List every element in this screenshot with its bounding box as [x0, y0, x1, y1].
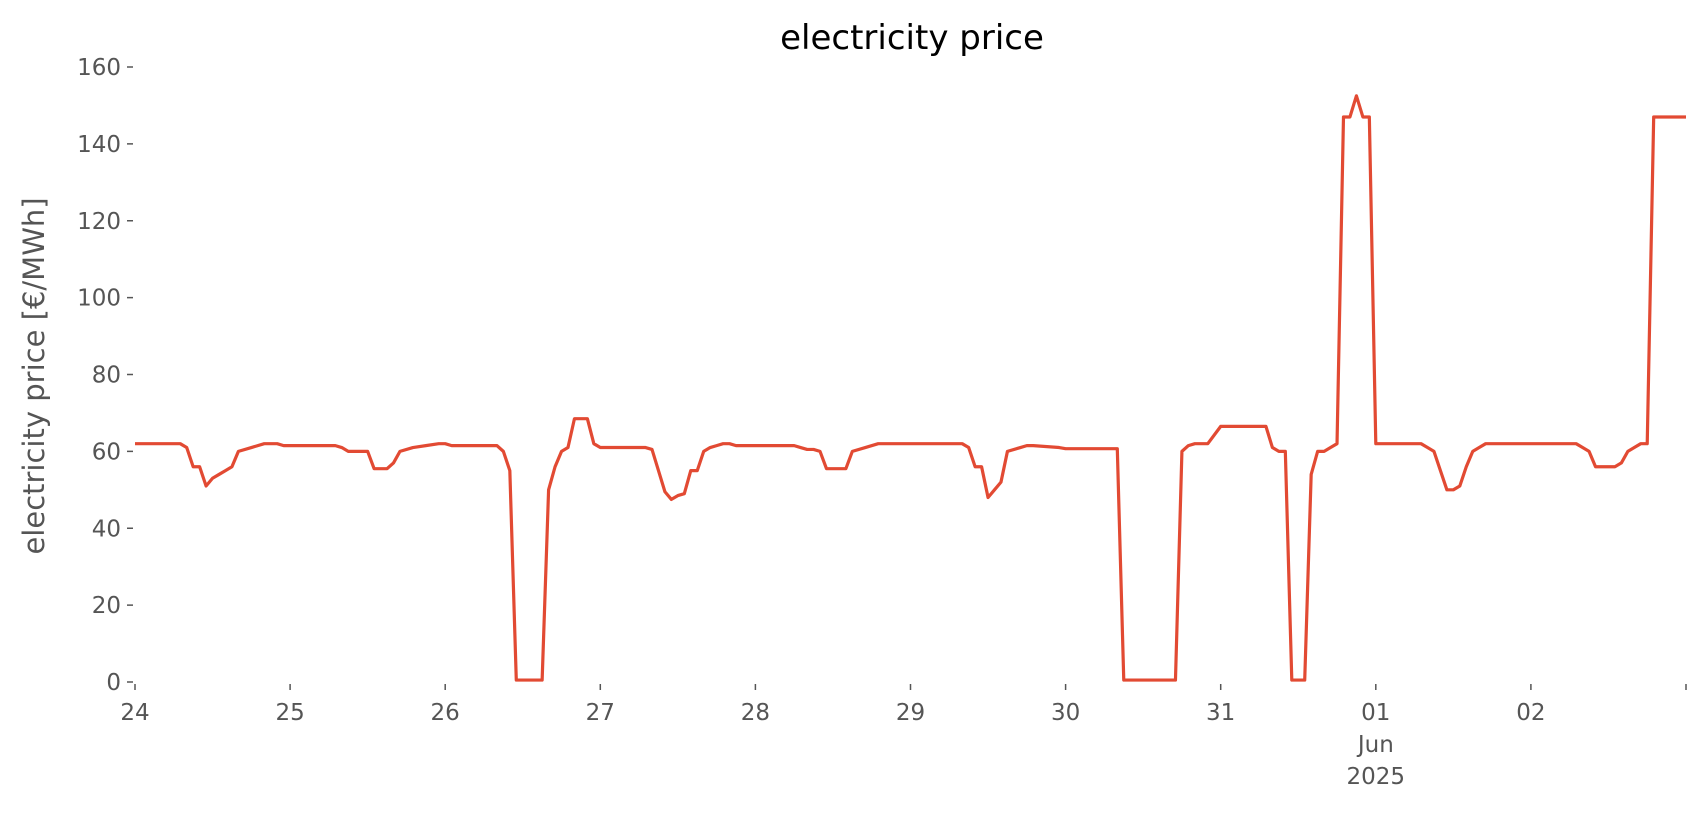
tick-label-line: 01 [1361, 700, 1390, 726]
x-tick-label: 01 Jun 2025 [1347, 700, 1406, 790]
tick-label-line: 31 [1206, 700, 1235, 726]
x-tick-label: 28 [741, 700, 770, 726]
x-tick-label: 25 [275, 700, 304, 726]
x-tick-label: 31 [1206, 700, 1235, 726]
y-tick-label: 140 [77, 132, 121, 158]
y-tick-label: 160 [77, 55, 121, 81]
x-tick-label: 24 [120, 700, 149, 726]
tick-label-line: 24 [120, 700, 149, 726]
x-tick-label: 02 [1516, 700, 1545, 726]
tick-label-line: 30 [1051, 700, 1080, 726]
x-tick-label: 29 [896, 700, 925, 726]
y-tick-label: 20 [92, 593, 121, 619]
y-tick-label: 0 [106, 670, 121, 696]
x-tick-label: 30 [1051, 700, 1080, 726]
y-tick-label: 80 [92, 363, 121, 389]
y-tick-label: 120 [77, 209, 121, 235]
tick-label-line: 28 [741, 700, 770, 726]
y-tick-label: 100 [77, 286, 121, 312]
x-tick-label: 26 [431, 700, 460, 726]
chart-title: electricity price [780, 18, 1044, 58]
tick-label-line: Jun [1356, 732, 1394, 758]
tick-label-line: 29 [896, 700, 925, 726]
tick-label-line: 02 [1516, 700, 1545, 726]
y-axis-label: electricity price [€/MWh] [17, 197, 51, 554]
y-tick-label: 40 [92, 516, 121, 542]
price-line [135, 94, 1686, 682]
tick-label-line: 26 [431, 700, 460, 726]
tick-label-line: 2025 [1347, 764, 1406, 790]
tick-label-line: 27 [586, 700, 615, 726]
tick-label-line: 25 [275, 700, 304, 726]
y-tick-label: 60 [92, 439, 121, 465]
x-tick-label: 27 [586, 700, 615, 726]
